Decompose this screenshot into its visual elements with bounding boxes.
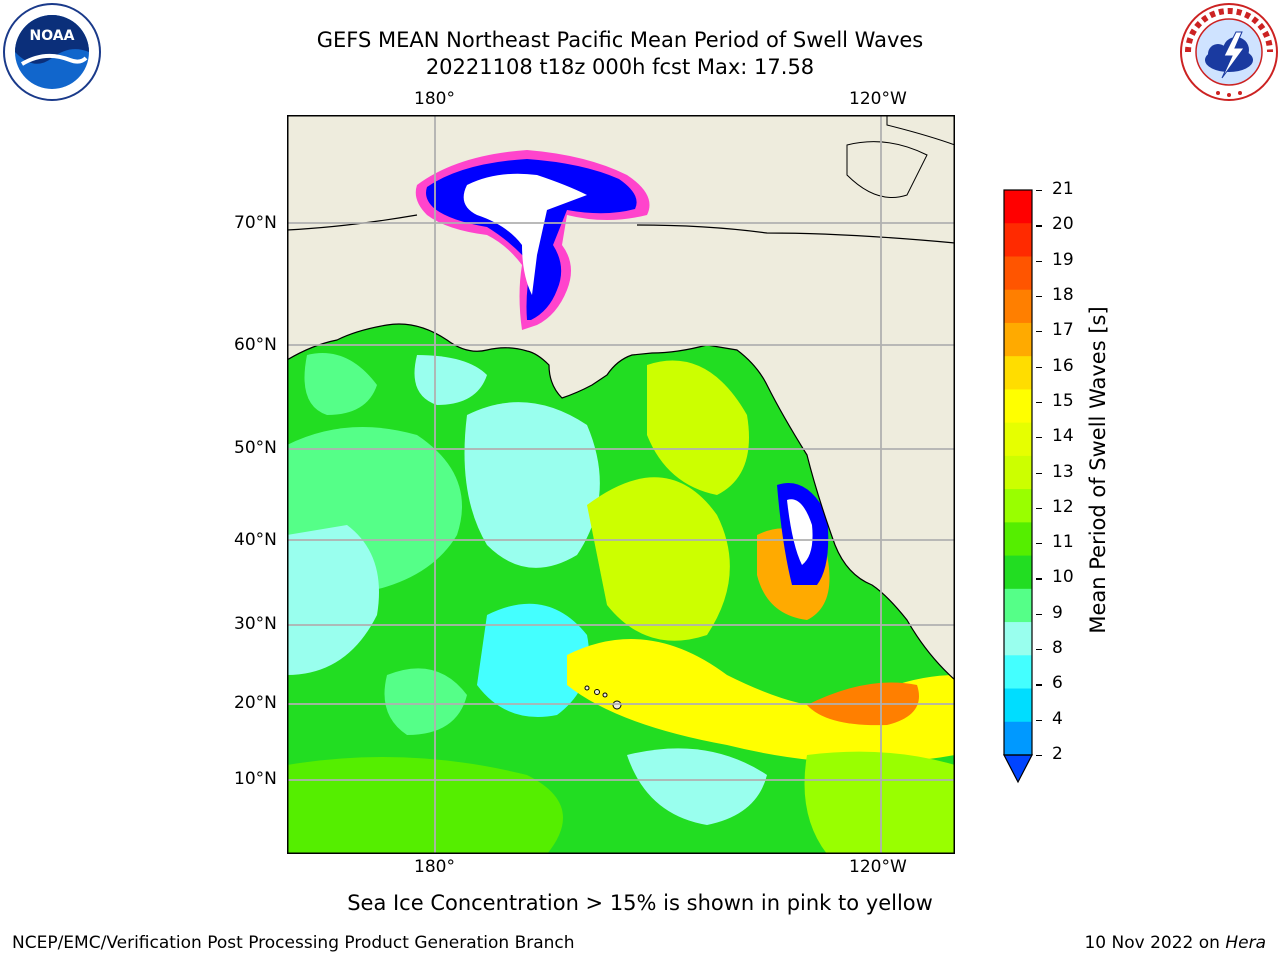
bottom-longitude-label-120w: 120°W — [849, 857, 907, 877]
colorbar-tick-mark — [1036, 260, 1042, 262]
nws-logo-icon — [1180, 3, 1278, 101]
swell-period-shading — [287, 168, 955, 854]
colorbar-tick-label: 10 — [1052, 567, 1074, 588]
colorbar-band — [1004, 622, 1032, 656]
colorbar-tick-mark — [1036, 225, 1042, 227]
colorbar-tick-mark — [1036, 578, 1042, 580]
colorbar-band — [1004, 688, 1032, 723]
colorbar-tick-label: 16 — [1052, 355, 1074, 376]
latitude-label-70n: 70°N — [234, 213, 277, 233]
colorbar-tick-mark — [1036, 190, 1042, 192]
colorbar-tick-label: 4 — [1052, 708, 1063, 729]
noaa-logo-icon: NOAA — [3, 3, 101, 101]
colorbar-tick-mark — [1036, 649, 1042, 651]
colorbar-tick-mark — [1036, 295, 1042, 298]
colorbar-tick-label: 19 — [1052, 249, 1074, 270]
colorbar-band — [1004, 289, 1032, 324]
colorbar-tick-label: 2 — [1052, 744, 1063, 764]
colorbar-band — [1004, 522, 1032, 557]
colorbar-band — [1004, 555, 1032, 590]
colorbar-tick-label: 9 — [1052, 602, 1063, 623]
land-masses — [287, 115, 955, 854]
colorbar-band — [1004, 356, 1032, 390]
colorbar-band — [1004, 455, 1032, 490]
colorbar-tick-mark — [1036, 401, 1042, 404]
chart-title: GEFS MEAN Northeast Pacific Mean Period … — [316, 28, 924, 52]
colorbar-extend-triangle — [1003, 754, 1033, 784]
footer-date-text: 10 Nov 2022 on — [1084, 933, 1226, 953]
latitude-label-10n: 10°N — [234, 769, 277, 789]
colorbar-tick-mark — [1036, 719, 1042, 721]
colorbar-tick-label: 18 — [1052, 284, 1074, 305]
footer-producer: NCEP/EMC/Verification Post Processing Pr… — [12, 933, 575, 953]
sea-ice-note: Sea Ice Concentration > 15% is shown in … — [347, 891, 933, 915]
colorbar-tick-label: 6 — [1052, 673, 1063, 694]
colorbar-tick-label: 17 — [1052, 320, 1074, 341]
colorbar-band — [1004, 190, 1032, 224]
swell-period-map — [287, 115, 955, 854]
colorbar-tick-label: 15 — [1052, 390, 1074, 411]
colorbar-tick-mark — [1036, 543, 1042, 545]
colorbar-band — [1004, 588, 1032, 623]
graticule — [287, 115, 955, 854]
colorbar-tick-label: 20 — [1052, 214, 1074, 235]
latitude-label-30n: 30°N — [234, 614, 277, 634]
colorbar-tick-mark — [1036, 366, 1042, 368]
hawaii-islands — [584, 685, 622, 710]
arctic-ice-overlay — [415, 150, 650, 330]
colorbar-tick-label: 14 — [1052, 426, 1074, 447]
colorbar-tick-label: 11 — [1052, 532, 1074, 553]
colorbar-tick-mark — [1036, 684, 1042, 686]
top-longitude-label-120w: 120°W — [849, 89, 907, 109]
colorbar-tick-label: 21 — [1052, 179, 1074, 199]
colorbar-band — [1004, 655, 1032, 690]
colorbar-tick-mark — [1036, 331, 1042, 333]
colorbar-band — [1004, 322, 1032, 357]
chart-subtitle: 20221108 t18z 000h fcst Max: 17.58 — [425, 55, 815, 79]
latitude-label-20n: 20°N — [234, 693, 277, 713]
colorbar-band — [1004, 489, 1032, 523]
colorbar-tick-mark — [1036, 437, 1042, 439]
colorbar-tick-mark — [1036, 613, 1042, 615]
colorbar-band — [1004, 721, 1032, 756]
coastline — [287, 214, 955, 244]
top-longitude-label-180: 180° — [414, 89, 455, 109]
latitude-label-60n: 60°N — [234, 335, 277, 355]
footer-machine: Hera — [1225, 933, 1266, 953]
latitude-label-50n: 50°N — [234, 438, 277, 458]
colorbar-tick-label: 13 — [1052, 461, 1074, 482]
bottom-longitude-label-180: 180° — [414, 857, 455, 877]
colorbar-band — [1004, 422, 1032, 457]
colorbar-tick-mark — [1036, 472, 1042, 474]
colorbar-band — [1004, 256, 1032, 291]
map-frame — [287, 115, 955, 854]
colorbar-tick-mark — [1036, 507, 1042, 509]
colorbar — [1003, 189, 1033, 784]
colorbar-title: Mean Period of Swell Waves [s] — [1086, 306, 1110, 634]
latitude-label-40n: 40°N — [234, 530, 277, 550]
colorbar-frame — [1003, 189, 1033, 756]
svg-text:NOAA: NOAA — [30, 28, 75, 44]
footer-date: 10 Nov 2022 on Hera — [1084, 933, 1266, 953]
colorbar-tick-label: 12 — [1052, 496, 1074, 517]
colorbar-band — [1004, 389, 1032, 424]
colorbar-tick-mark — [1036, 755, 1042, 757]
colorbar-band — [1004, 223, 1032, 257]
colorbar-tick-label: 8 — [1052, 638, 1063, 659]
